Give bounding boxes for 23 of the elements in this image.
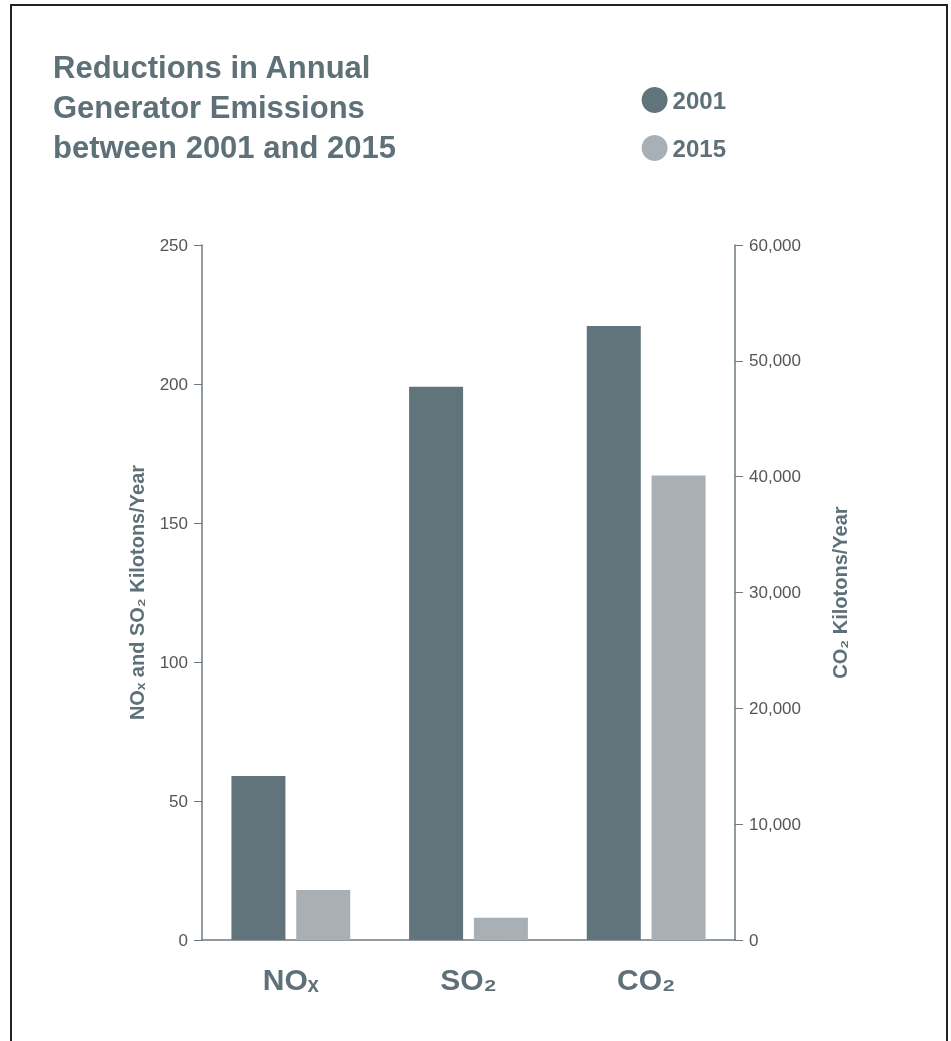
y-tick-label: 50 — [169, 791, 188, 811]
legend-label: 2015 — [672, 134, 726, 162]
y-tick-label: 200 — [159, 374, 188, 394]
y2-tick-label: 0 — [749, 930, 759, 950]
y-tick-label: 0 — [178, 930, 188, 950]
y2-tick-label: 40,000 — [749, 467, 801, 487]
x-tick-label: CO₂ — [616, 962, 676, 996]
chart-title: Reductions in Annual Generator Emissions between 2001 and 2015 — [53, 49, 396, 165]
y2-tick-label: 10,000 — [749, 814, 801, 834]
y-axis-title: NOₓ and SO₂ Kilotons/Year — [126, 464, 148, 721]
bar — [296, 889, 351, 940]
y2-tick-label: 60,000 — [749, 235, 801, 255]
y2-tick-label: 30,000 — [749, 583, 801, 602]
y2-tick-label: 50,000 — [749, 351, 801, 371]
y-tick-label: 150 — [159, 513, 188, 533]
y-tick-label: 250 — [159, 235, 188, 255]
legend-label: 2001 — [672, 86, 726, 114]
x-tick-label: NOₓ — [262, 962, 320, 996]
x-tick-label: SO₂ — [440, 962, 497, 996]
bar — [473, 917, 528, 940]
y-tick-label: 100 — [159, 652, 188, 672]
y2-tick-label: 20,000 — [749, 698, 801, 718]
y2-axis-title: CO₂ Kilotons/Year — [829, 506, 851, 679]
